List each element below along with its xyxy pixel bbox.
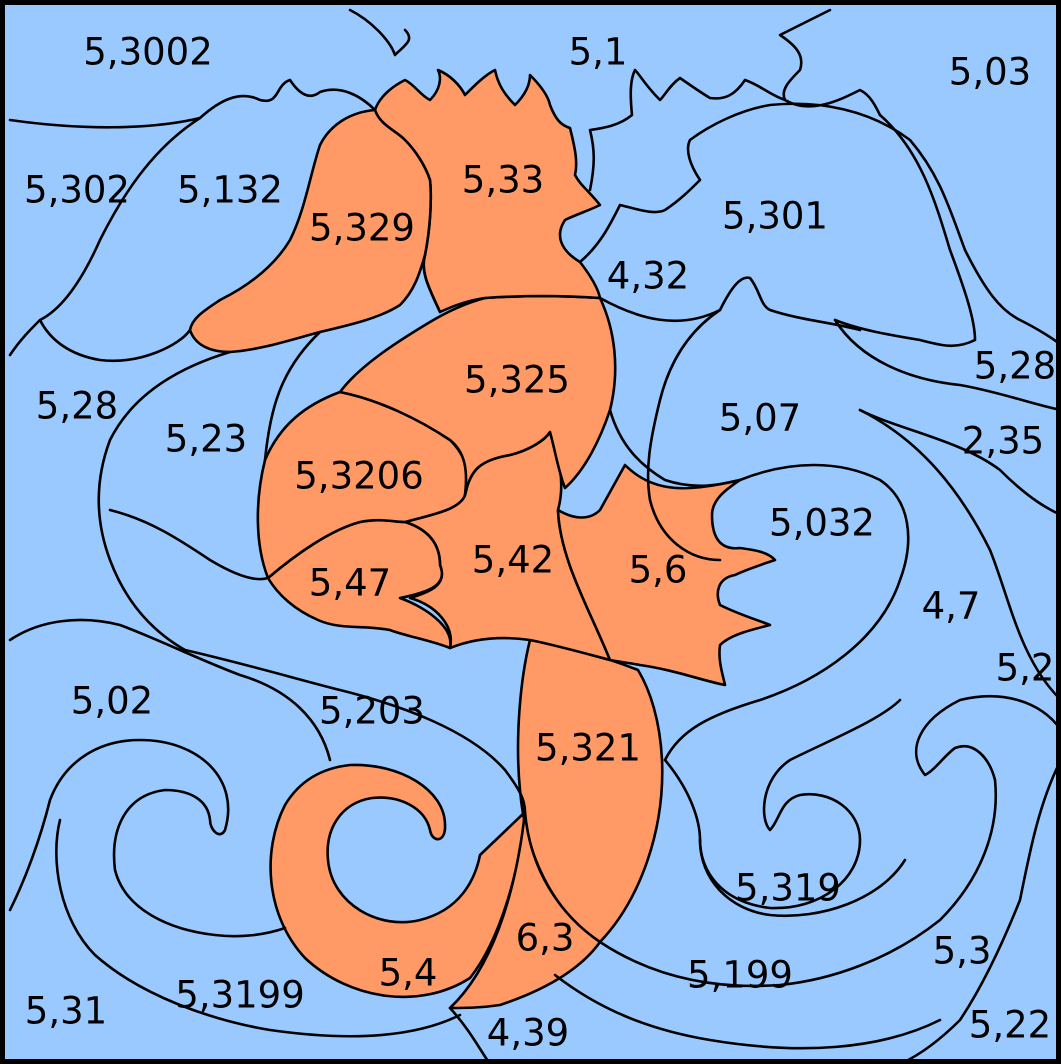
- label-4-7: 4,7: [922, 585, 981, 628]
- label-5-1: 5,1: [569, 31, 628, 74]
- seahorse-regions: [188, 68, 777, 1010]
- label-4-32: 4,32: [607, 255, 689, 298]
- label-5-22: 5,22: [969, 1004, 1051, 1047]
- water-region-outlines: [8, 8, 1061, 1064]
- label-5-03: 5,03: [949, 51, 1031, 94]
- label-5-301: 5,301: [722, 195, 828, 238]
- label-5-6: 5,6: [629, 549, 688, 592]
- label-2-35: 2,35: [962, 420, 1044, 463]
- region-lower-body[interactable]: [516, 638, 664, 944]
- label-5-47: 5,47: [309, 562, 391, 605]
- label-5-319: 5,319: [735, 867, 841, 910]
- label-5-28-left: 5,28: [36, 385, 118, 428]
- label-5-02: 5,02: [71, 680, 153, 723]
- label-5-302: 5,302: [24, 169, 130, 212]
- label-5-325: 5,325: [464, 359, 570, 402]
- label-5-2: 5,2: [996, 647, 1055, 690]
- label-5-07: 5,07: [719, 397, 801, 440]
- label-6-3: 6,3: [516, 917, 575, 960]
- label-5-032: 5,032: [769, 502, 875, 545]
- label-5-3002: 5,3002: [83, 31, 212, 74]
- label-5-3: 5,3: [933, 930, 992, 973]
- label-5-329: 5,329: [309, 207, 415, 250]
- region-5-325[interactable]: [338, 294, 617, 497]
- label-5-42: 5,42: [472, 539, 554, 582]
- label-5-31: 5,31: [25, 990, 107, 1033]
- region-labels: 5,3002 5,1 5,03 5,302 5,132 5,329 5,33 5…: [24, 31, 1056, 1055]
- region-6-3[interactable]: [448, 810, 602, 1010]
- label-5-4: 5,4: [379, 952, 438, 995]
- label-5-199: 5,199: [687, 954, 793, 997]
- label-5-3199: 5,3199: [175, 974, 304, 1017]
- label-5-23: 5,23: [165, 418, 247, 461]
- region-tail-curl[interactable]: [269, 763, 527, 999]
- label-5-321: 5,321: [535, 727, 641, 770]
- label-5-33: 5,33: [462, 159, 544, 202]
- region-5-329[interactable]: [188, 108, 433, 354]
- label-5-28-right: 5,28: [974, 345, 1056, 388]
- label-5-203: 5,203: [319, 690, 425, 733]
- label-5-132: 5,132: [177, 169, 283, 212]
- label-4-39: 4,39: [487, 1012, 569, 1055]
- label-5-3206: 5,3206: [294, 455, 423, 498]
